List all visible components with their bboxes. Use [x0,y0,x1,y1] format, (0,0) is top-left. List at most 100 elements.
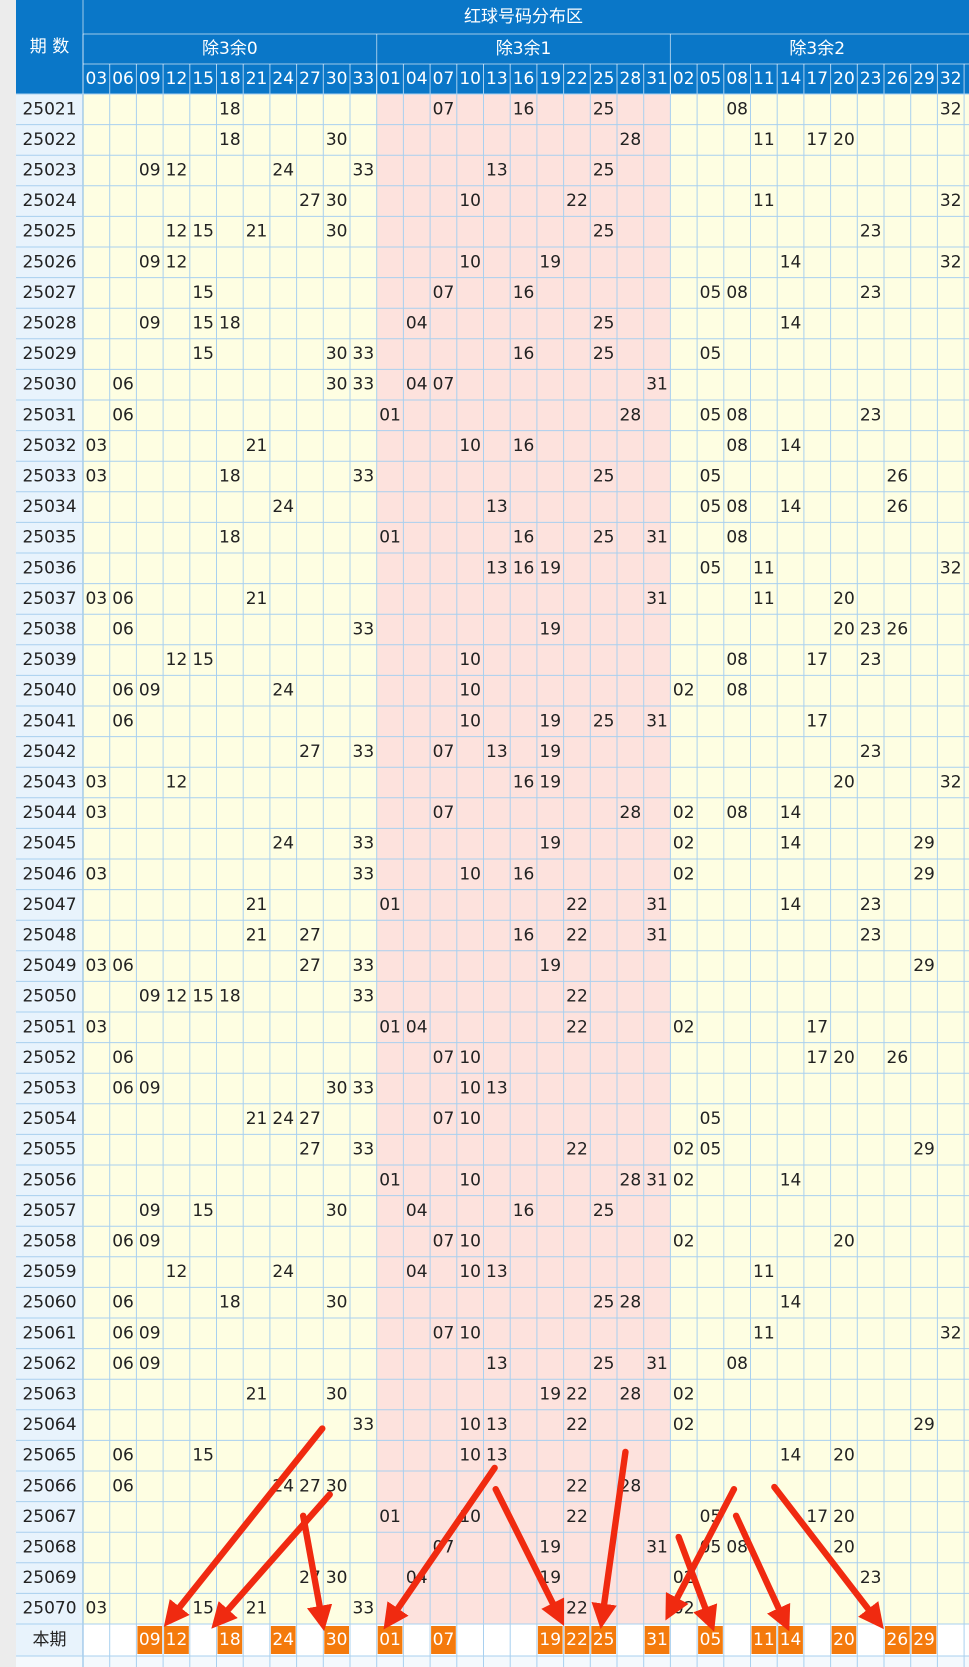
drawn-number: 32 [940,773,962,793]
drawn-number: 22 [566,191,588,211]
period: 25056 [22,1170,76,1190]
drawn-number: 08 [726,99,748,119]
drawn-number: 23 [860,620,882,640]
drawn-number: 04 [406,375,428,395]
drawn-number: 11 [753,589,775,609]
drawn-number: 03 [86,1017,108,1037]
drawn-number: 19 [539,558,561,578]
drawn-number: 17 [806,1507,828,1527]
period-header: 期 数 [30,37,69,57]
drawn-number: 13 [486,161,508,181]
drawn-number: 30 [326,1079,348,1099]
drawn-number: 08 [726,681,748,701]
period: 25038 [22,620,76,640]
drawn-number: 07 [433,1232,455,1252]
drawn-number: 01 [379,1017,401,1037]
drawn-number: 23 [860,742,882,762]
drawn-number: 33 [353,834,375,854]
drawn-number: 23 [860,222,882,242]
drawn-number: 06 [112,589,134,609]
drawn-number: 22 [566,1385,588,1405]
drawn-number: 26 [887,620,909,640]
drawn-number: 29 [913,956,935,976]
pick-cell [591,1626,616,1654]
drawn-number: 25 [593,99,615,119]
drawn-number: 11 [753,130,775,150]
drawn-number: 03 [86,803,108,823]
period: 25062 [22,1354,76,1374]
drawn-number: 09 [139,252,161,272]
drawn-number: 02 [673,834,695,854]
drawn-number: 02 [673,1385,695,1405]
drawn-number: 16 [513,99,535,119]
drawn-number: 32 [940,191,962,211]
period: 25044 [22,803,76,823]
drawn-number: 02 [673,1017,695,1037]
column-number: 33 [353,69,375,89]
arrow [675,1533,718,1632]
period: 25029 [22,344,76,364]
column-number: 28 [620,69,642,89]
pick-number: 19 [539,1630,561,1650]
drawn-number: 26 [887,467,909,487]
drawn-number: 02 [673,1170,695,1190]
drawn-number: 07 [433,742,455,762]
drawn-number: 17 [806,650,828,670]
period: 25060 [22,1293,76,1313]
period: 25049 [22,956,76,976]
column-number: 11 [753,69,775,89]
drawn-number: 29 [913,1140,935,1160]
drawn-number: 22 [566,926,588,946]
column-number: 04 [406,69,428,89]
period: 25055 [22,1140,76,1160]
period: 25031 [22,405,76,425]
drawn-number: 23 [860,650,882,670]
drawn-number: 24 [272,834,294,854]
drawn-number: 04 [406,1201,428,1221]
period: 25037 [22,589,76,609]
drawn-number: 21 [246,1599,268,1619]
column-number: 07 [433,69,455,89]
drawn-number: 12 [166,1262,188,1282]
period: 25051 [22,1017,76,1037]
drawn-number: 30 [326,1201,348,1221]
pick-cell [885,1626,910,1654]
drawn-number: 14 [780,252,802,272]
drawn-number: 21 [246,436,268,456]
drawn-number: 30 [326,1476,348,1496]
drawn-number: 07 [433,1109,455,1129]
pick-number: 22 [566,1630,588,1650]
drawn-number: 25 [593,161,615,181]
drawn-number: 18 [219,314,241,334]
column-number: 30 [326,69,348,89]
drawn-number: 24 [272,497,294,517]
column-number: 20 [833,69,855,89]
drawn-number: 19 [539,742,561,762]
period: 25042 [22,742,76,762]
drawn-number: 23 [860,926,882,946]
drawn-number: 16 [513,283,535,303]
drawn-number: 12 [166,650,188,670]
drawn-number: 02 [673,803,695,823]
drawn-number: 31 [646,375,668,395]
drawn-number: 03 [86,1599,108,1619]
drawn-number: 28 [620,803,642,823]
period: 25022 [22,130,76,150]
drawn-number: 10 [459,1262,481,1282]
drawn-number: 06 [112,681,134,701]
drawn-number: 06 [112,956,134,976]
arrow [665,1485,738,1621]
drawn-number: 33 [353,1415,375,1435]
period: 25026 [22,252,76,272]
drawn-number: 09 [139,1201,161,1221]
drawn-number: 05 [700,1140,722,1160]
drawn-number: 24 [272,1262,294,1282]
pick-number: 01 [379,1630,401,1650]
period: 25035 [22,528,76,548]
drawn-number: 22 [566,1140,588,1160]
table-title: 红球号码分布区 [464,7,583,27]
drawn-number: 03 [86,467,108,487]
drawn-number: 06 [112,375,134,395]
period: 25028 [22,314,76,334]
